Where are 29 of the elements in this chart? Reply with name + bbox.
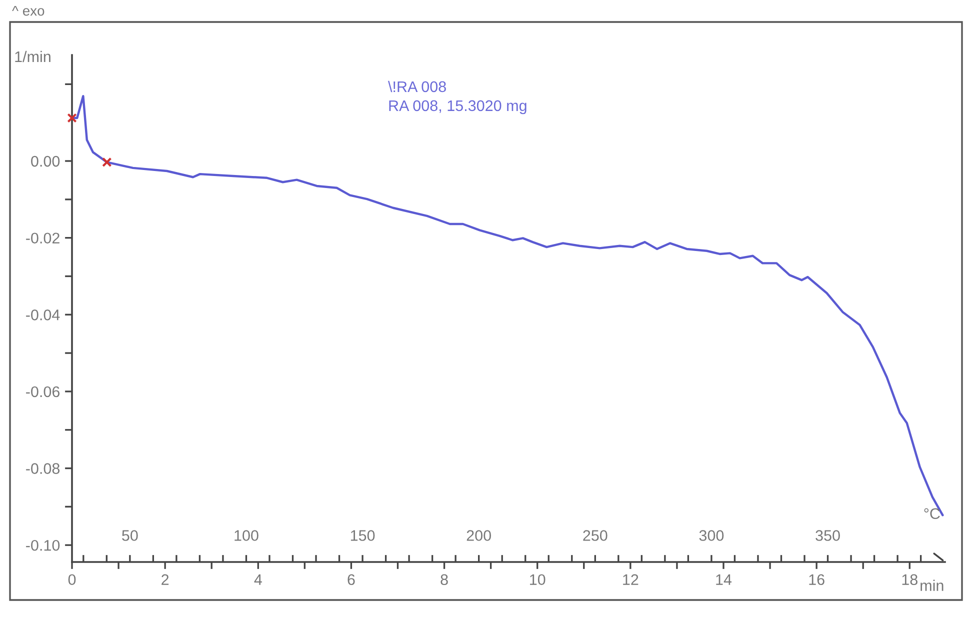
- x-tick-label: 18: [902, 574, 918, 586]
- x-tick-label: 14: [716, 574, 732, 585]
- text: ^ exo: [12, 6, 44, 16]
- x-tick-label: 16: [809, 574, 824, 586]
- y-tick-label: -0.10: [26, 540, 60, 551]
- x2-tick-label: 300: [699, 530, 724, 541]
- y-tick-label: -0.08: [26, 463, 60, 474]
- x-axis-title: min: [920, 580, 944, 591]
- x2-tick-label: 50: [122, 530, 138, 541]
- x-tick-label: 12: [623, 574, 638, 585]
- x2-tick-label: 100: [234, 530, 258, 541]
- x-tick-label: 0: [68, 574, 76, 586]
- y-tick-label: -0.02: [26, 232, 60, 244]
- x-tick-label: 4: [254, 574, 262, 585]
- x2-tick-label: 150: [350, 530, 375, 541]
- x-tick-label: 6: [348, 574, 355, 586]
- y-axis-title: 1/min: [15, 50, 50, 62]
- x2-tick-label: 250: [583, 530, 608, 541]
- x2-axis-title: °C: [924, 508, 940, 520]
- y-tick-label: -0.06: [26, 386, 60, 398]
- x-tick-label: 10: [530, 574, 546, 586]
- y-tick-label: -0.04: [26, 310, 60, 320]
- x2-tick-label: 200: [466, 530, 491, 541]
- annotation: RA 008, 15.3020 mg: [389, 100, 526, 114]
- y-tick-label: 0.00: [31, 156, 60, 167]
- x-tick-label: 2: [162, 574, 169, 585]
- x-tick-label: 8: [440, 574, 448, 586]
- annotation: \!RA 008: [388, 80, 446, 92]
- x2-tick-label: 350: [816, 530, 840, 541]
